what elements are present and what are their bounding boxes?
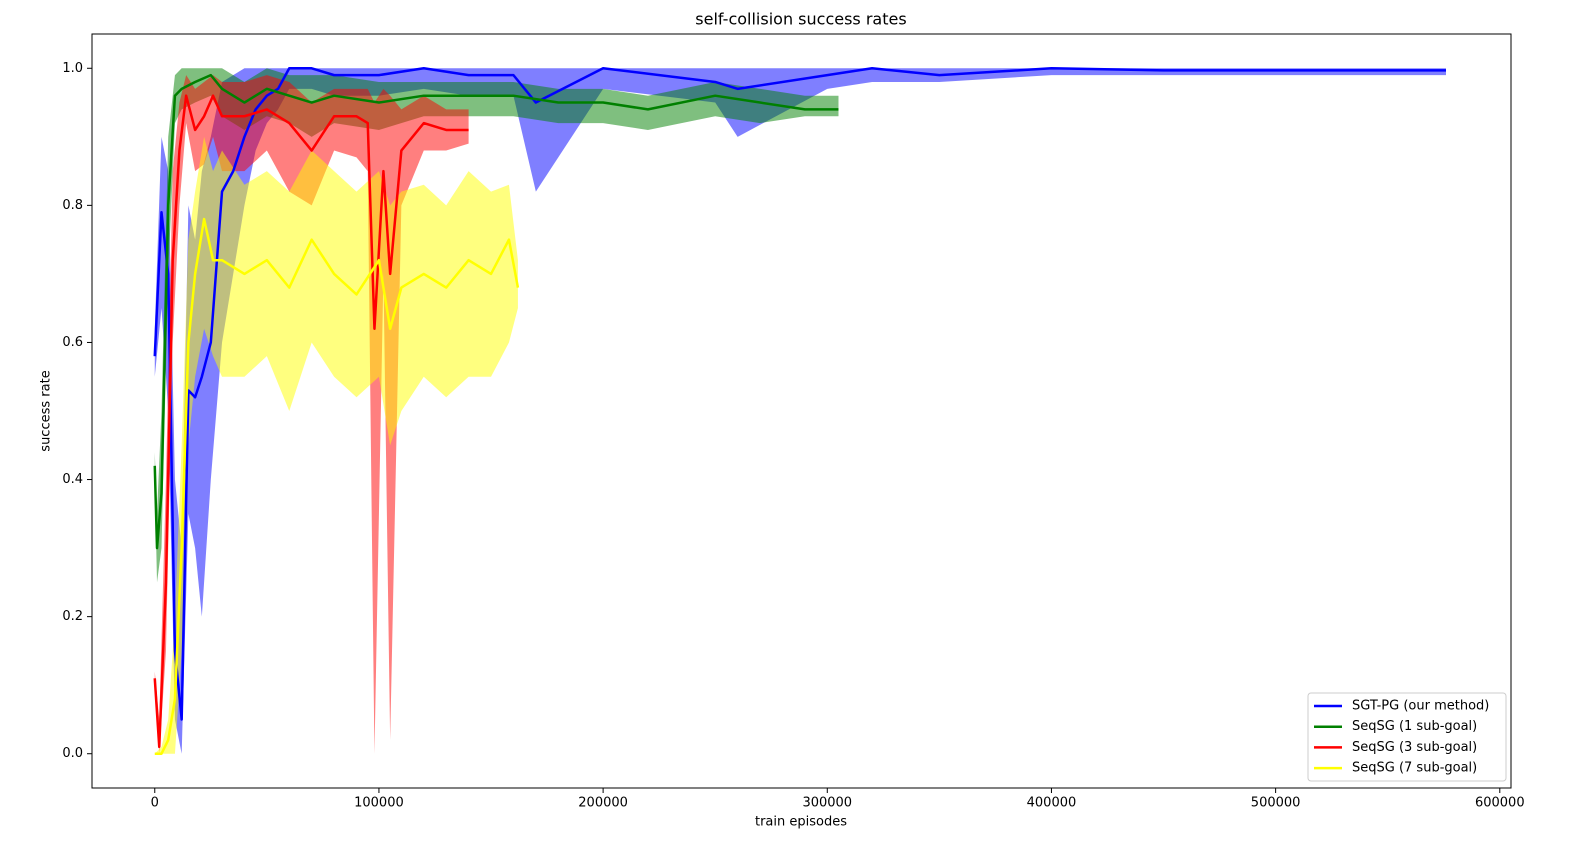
confidence-band — [154, 68, 839, 583]
confidence-band — [154, 68, 1446, 754]
legend-box — [1307, 692, 1507, 782]
y-tick-label: 0.8 — [62, 198, 83, 213]
x-tick-label: 0 — [151, 796, 159, 811]
axes-frame — [91, 33, 1512, 789]
y-tick-label: 0.0 — [62, 746, 83, 761]
x-axis-label: train episodes — [755, 815, 847, 830]
x-tick-label: 600000 — [1475, 796, 1525, 811]
y-tick-label: 0.2 — [62, 609, 83, 624]
plot-area — [153, 67, 1446, 755]
chart-title: self-collision success rates — [695, 10, 906, 29]
legend-label: SeqSG (7 sub-goal) — [1352, 761, 1477, 776]
legend-label: SGT-PG (our method) — [1352, 699, 1489, 714]
series-line — [153, 73, 839, 550]
series-line — [153, 67, 1446, 721]
x-tick-label: 200000 — [578, 796, 628, 811]
series-line — [154, 217, 520, 755]
legend-label: SeqSG (1 sub-goal) — [1352, 719, 1477, 734]
legend-label: SeqSG (3 sub-goal) — [1352, 740, 1477, 755]
y-tick-label: 1.0 — [62, 61, 83, 76]
y-tick-label: 0.6 — [62, 335, 83, 350]
series-line — [153, 94, 469, 749]
x-tick-label: 400000 — [1027, 796, 1077, 811]
y-tick-label: 0.4 — [62, 472, 83, 487]
x-tick-label: 300000 — [802, 796, 852, 811]
y-axis-label: success rate — [39, 370, 54, 451]
confidence-band — [154, 136, 518, 754]
x-tick-label: 100000 — [354, 796, 404, 811]
x-tick-label: 500000 — [1251, 796, 1301, 811]
